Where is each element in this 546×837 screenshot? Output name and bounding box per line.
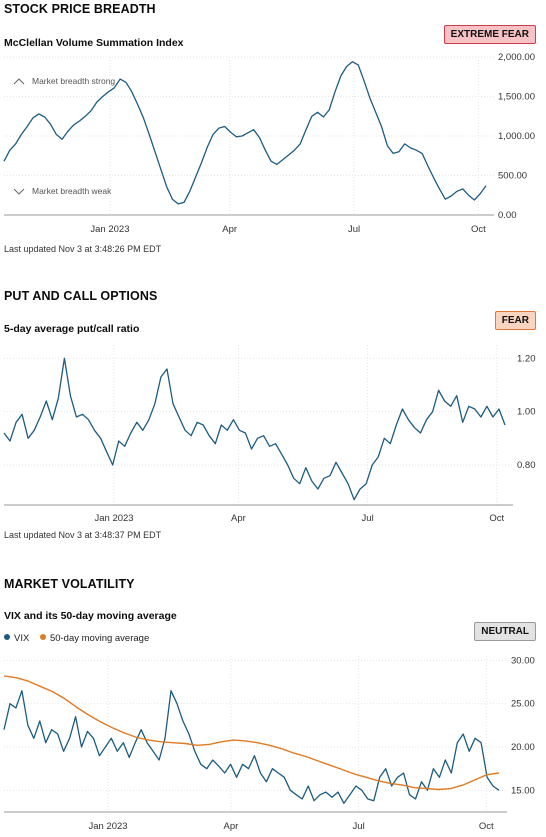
sentiment-badge: FEAR (494, 311, 536, 330)
x-tick-label: Oct (489, 513, 504, 524)
x-tick-label: Apr (231, 513, 246, 524)
series-line-moving-average (3, 675, 500, 791)
x-tick-label: Apr (224, 821, 239, 832)
y-tick-label: 2,000.00 (498, 52, 535, 63)
section-title: PUT AND CALL OPTIONS (4, 289, 158, 303)
put-call-chart[interactable]: 1.20 1.00 0.80 Jan 2023 Apr Jul Oct (0, 0, 546, 540)
last-updated: Last updated Nov 3 at 3:48:26 PM EDT (4, 244, 162, 254)
chart-subtitle: VIX and its 50-day moving average (4, 610, 177, 622)
x-tick-label: Jul (348, 224, 360, 235)
series-line-primary (3, 357, 506, 501)
y-tick-label: 15.00 (511, 785, 535, 796)
x-tick-label: Jan 2023 (94, 513, 133, 524)
y-tick-label: 0.00 (498, 210, 517, 221)
annotation-strong: Market breadth strong (32, 76, 115, 86)
series-line-primary (3, 690, 500, 804)
stock-price-breadth-section: STOCK PRICE BREADTH McClellan Volume Sum… (0, 0, 546, 270)
sentiment-badge: NEUTRAL (474, 622, 536, 641)
y-tick-label: 500.00 (498, 171, 527, 182)
x-tick-label: Jul (353, 821, 365, 832)
y-tick-label: 1.20 (517, 353, 536, 364)
chart-subtitle: 5-day average put/call ratio (4, 323, 140, 335)
legend-dot-ma (39, 634, 46, 640)
y-tick-label: 25.00 (511, 699, 535, 710)
section-title: MARKET VOLATILITY (4, 577, 135, 591)
x-tick-label: Oct (471, 224, 486, 235)
chevron-down-icon (13, 188, 25, 195)
chart-legend: VIX 50-day moving average (4, 633, 157, 644)
section-title: STOCK PRICE BREADTH (4, 2, 156, 16)
x-tick-label: Jan 2023 (90, 224, 129, 235)
put-call-options-section: PUT AND CALL OPTIONS 5-day average put/c… (0, 0, 546, 540)
x-tick-label: Jan 2023 (88, 821, 127, 832)
chart-subtitle: McClellan Volume Summation Index (4, 37, 184, 49)
y-tick-label: 0.80 (517, 460, 536, 471)
series-line-primary (3, 61, 487, 205)
x-tick-label: Jul (362, 513, 374, 524)
legend-label: VIX (14, 633, 30, 644)
annotation-weak: Market breadth weak (32, 186, 112, 196)
last-updated: Last updated Nov 3 at 3:48:37 PM EDT (4, 530, 162, 540)
y-tick-label: 1.00 (517, 407, 536, 418)
legend-label: 50-day moving average (49, 633, 150, 644)
y-tick-label: 30.00 (511, 655, 535, 666)
x-tick-label: Apr (222, 224, 237, 235)
breadth-chart[interactable]: 2,000.00 1,500.00 1,000.00 500.00 0.00 Jan 20… (0, 0, 546, 240)
y-tick-label: 1,500.00 (498, 92, 535, 103)
x-tick-label: Oct (479, 821, 494, 832)
legend-item-ma: 50-day moving average (39, 633, 150, 644)
y-tick-label: 1,000.00 (498, 131, 535, 142)
legend-dot-vix (4, 634, 10, 640)
sentiment-badge: EXTREME FEAR (443, 25, 536, 44)
legend-item-vix: VIX (4, 633, 29, 644)
y-tick-label: 20.00 (511, 742, 535, 753)
chevron-up-icon (13, 78, 25, 85)
